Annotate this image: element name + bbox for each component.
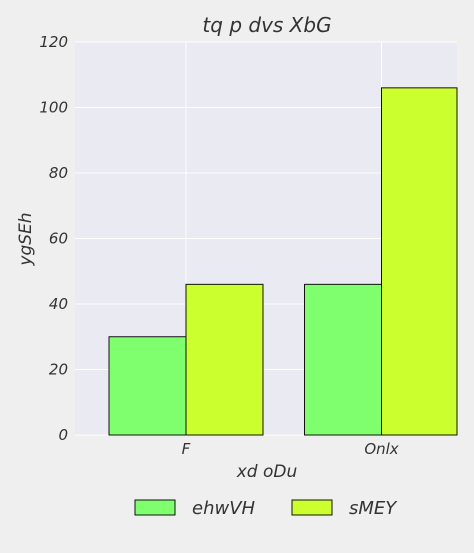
x-axis-label: xd oDu <box>236 462 298 482</box>
chart-title: tq p dvs XbG <box>202 13 331 37</box>
bar-ehwVH-Onlx <box>304 283 382 436</box>
legend-swatch-ehwVH <box>134 499 176 516</box>
y-tick-label: 100 <box>39 99 68 117</box>
x-tick-label: F <box>182 440 191 458</box>
y-tick-label: 0 <box>58 426 68 444</box>
x-tick-label: Onlx <box>364 440 398 458</box>
legend: ehwVH sMEY <box>134 498 398 519</box>
y-tick-label: 80 <box>49 164 68 182</box>
legend-swatch-sMEY <box>291 499 333 516</box>
bar-ehwVH-F <box>108 336 187 436</box>
y-tick-label: 40 <box>49 295 68 313</box>
y-tick-label: 120 <box>39 33 68 51</box>
legend-label-ehwVH: ehwVH <box>192 498 256 519</box>
bars <box>108 87 458 436</box>
legend-label-sMEY: sMEY <box>349 498 398 519</box>
y-axis-label: ygSEh <box>16 212 36 266</box>
y-tick-label: 60 <box>49 230 68 248</box>
y-tick-labels: 0 20 40 60 80 100 120 <box>39 33 68 444</box>
x-tick-labels: F Onlx <box>182 440 399 458</box>
y-tick-label: 20 <box>49 361 68 379</box>
bar-sMEY-Onlx <box>381 87 458 436</box>
bar-sMEY-F <box>185 283 264 436</box>
